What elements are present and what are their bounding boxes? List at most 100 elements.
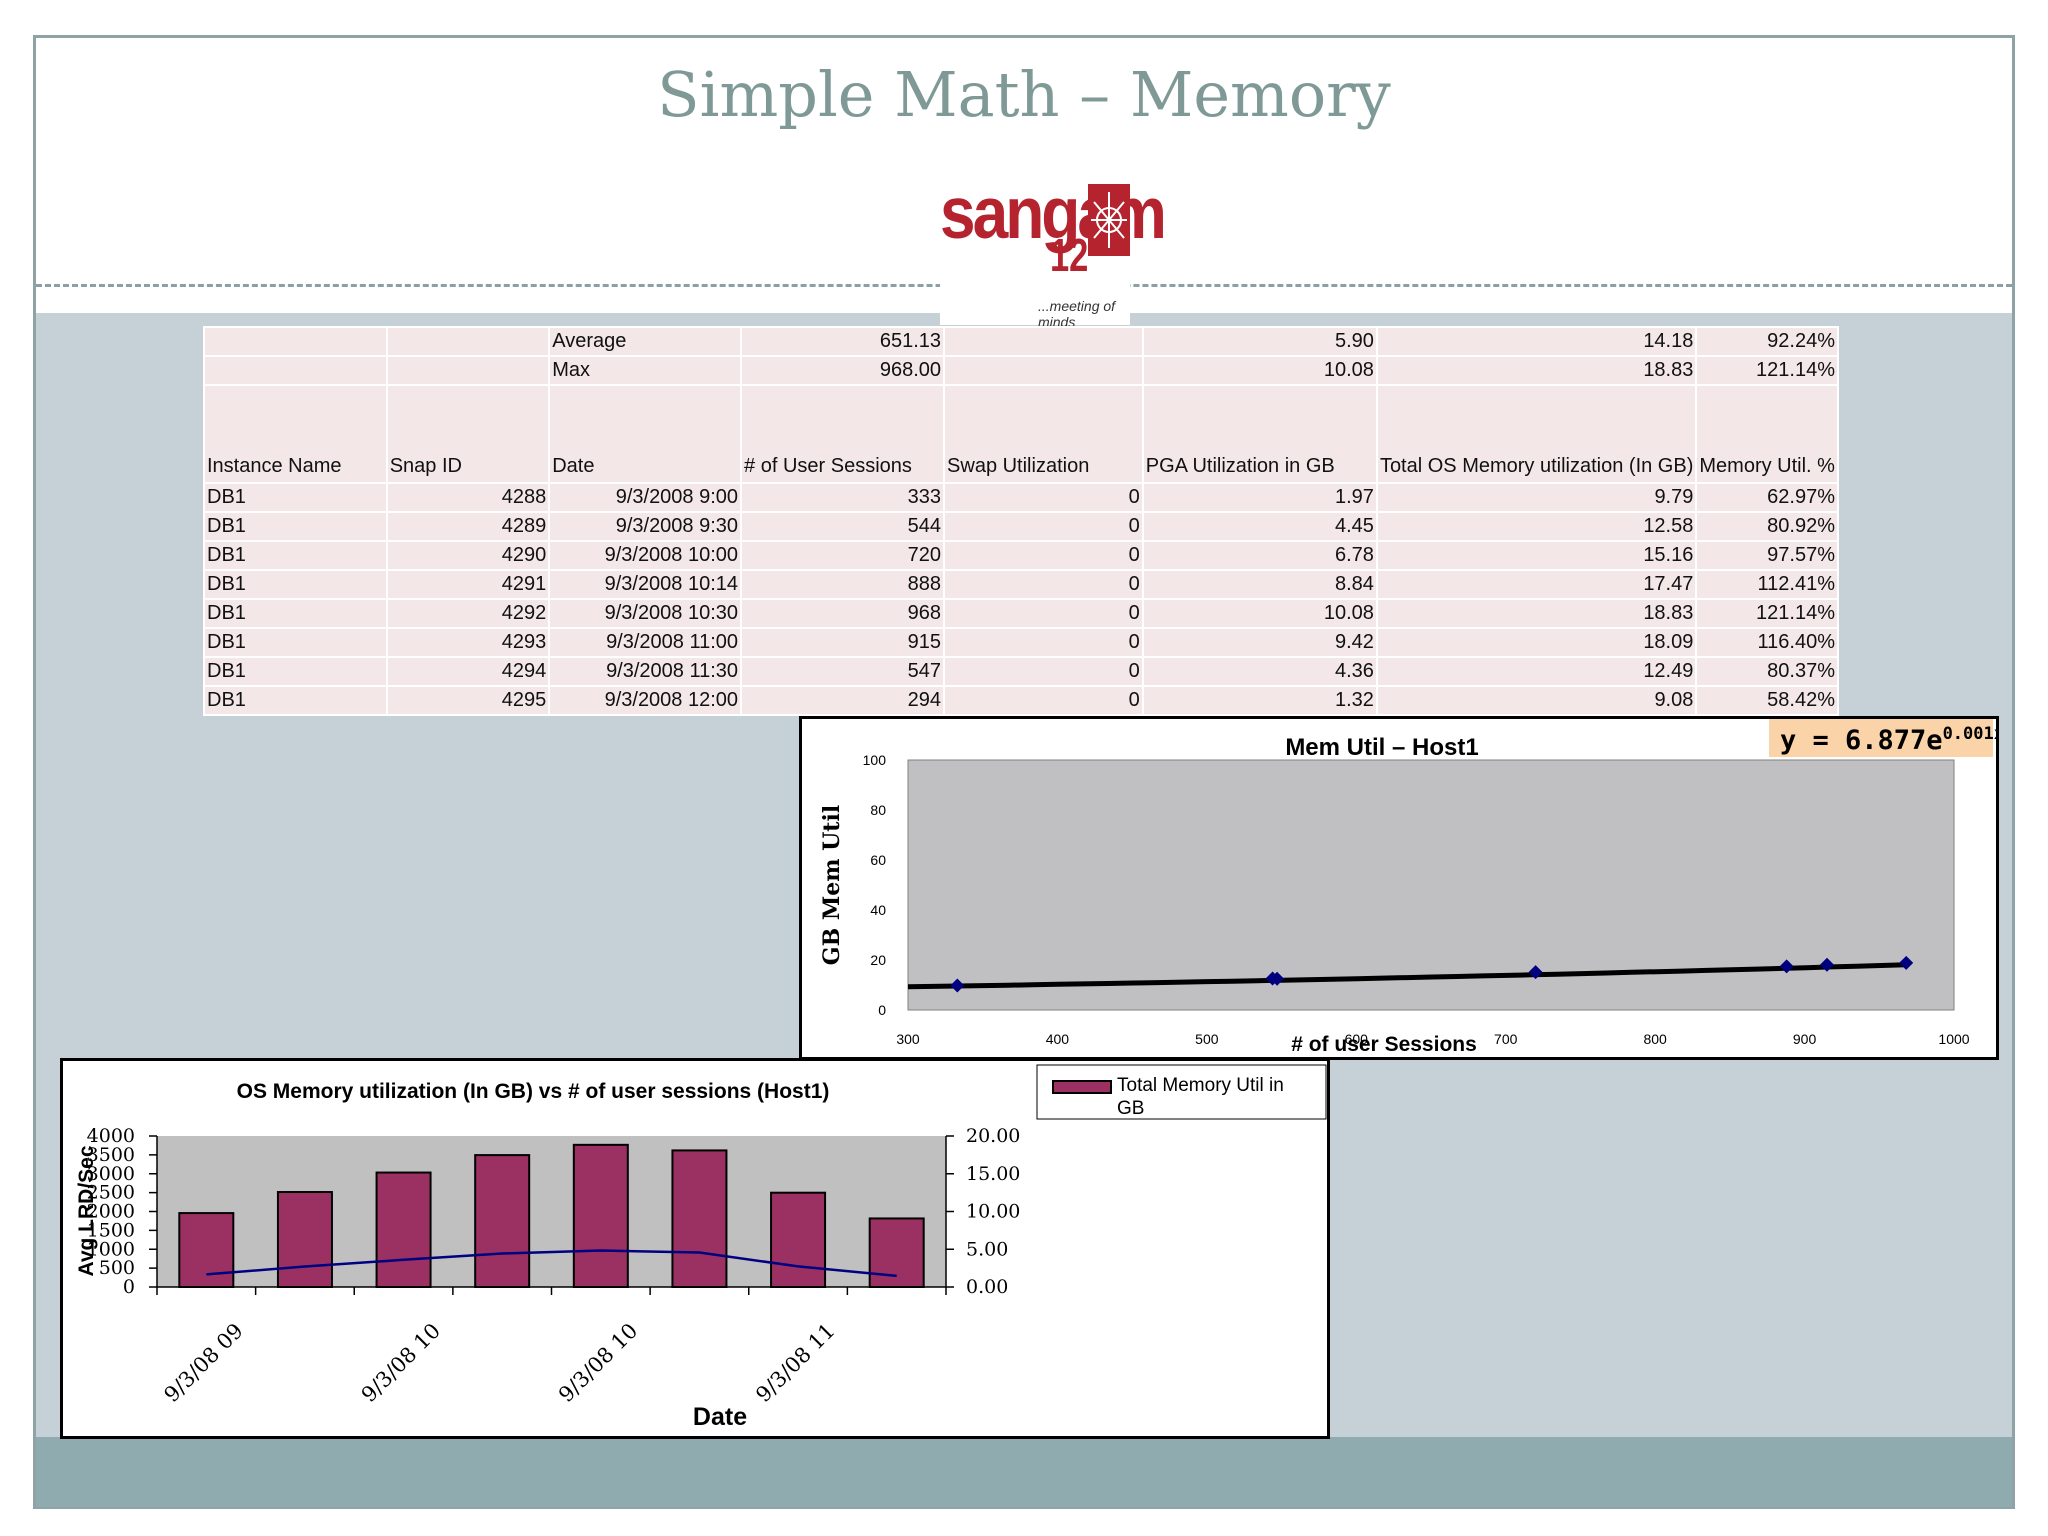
x-tick-label: 900 — [1793, 1031, 1817, 1047]
table-cell: 9.42 — [1141, 627, 1378, 658]
legend-swatch — [1052, 1080, 1112, 1094]
logo-number: 12 — [1050, 229, 1089, 281]
table-cell: 4290 — [385, 540, 551, 571]
trendline — [907, 962, 1907, 990]
table-cell: 8.84 — [1141, 569, 1378, 600]
table-cell: 58.42% — [1695, 685, 1839, 716]
y2-tick-label: 15.00 — [966, 1163, 1020, 1185]
table-cell: 0 — [943, 685, 1144, 716]
table-cell: 0 — [943, 598, 1144, 629]
table-cell: 0 — [943, 569, 1144, 600]
table-cell: 9/3/2008 10:00 — [548, 540, 743, 571]
os-memory-bar-svg: OS Memory utilization (In GB) vs # of us… — [75, 1064, 1327, 1431]
table-cell: 97.57% — [1695, 540, 1839, 571]
table-cell: 1.32 — [1141, 685, 1378, 716]
table-cell: 915 — [740, 627, 946, 658]
data-point — [950, 978, 965, 993]
series-line — [206, 1249, 897, 1278]
table-cell: DB1 — [203, 627, 388, 658]
data-point — [1528, 965, 1543, 980]
y-tick-label: 60 — [870, 852, 886, 868]
mem-util-scatter-svg: Mem Util – Host1 # of user Sessions GB M… — [819, 719, 2004, 1056]
table-cell: 18.83 — [1375, 598, 1698, 629]
y-tick-label: 1500 — [87, 1219, 135, 1241]
x-tick-label: 9/3/08 10 — [554, 1319, 642, 1407]
y2-tick-label: 0.00 — [966, 1276, 1008, 1298]
trendline-exponent: 0.001x — [1943, 724, 1996, 744]
table-cell: 9/3/2008 12:00 — [548, 685, 743, 716]
table-cell: Total OS Memory utilization (In GB) — [1375, 384, 1698, 484]
table-cell: 121.14% — [1695, 598, 1839, 629]
table-cell: 10.08 — [1141, 598, 1378, 629]
trendline-equation: y = 6.877e — [1780, 725, 1943, 756]
table-cell: 4295 — [385, 685, 551, 716]
table-cell: 4.45 — [1141, 511, 1378, 542]
table-cell: Date — [548, 384, 743, 484]
summary-row: Average 651.13 5.90 14.18 92.24% — [203, 326, 1839, 357]
table-row: DB1 4290 9/3/2008 10:00 720 0 6.78 15.16 97.57% — [203, 540, 1839, 571]
x-tick-label: 9/3/08 10 — [357, 1319, 445, 1407]
bar — [770, 1191, 827, 1288]
x-tick-label: 9/3/08 09 — [159, 1319, 247, 1407]
trendline-equation-box: y = 6.877e0.001x — [1769, 719, 2004, 757]
y2-tick-label: 10.00 — [966, 1201, 1020, 1223]
data-point — [1270, 971, 1285, 986]
y-tick-label: 4000 — [87, 1125, 135, 1147]
table-cell: 547 — [740, 656, 946, 687]
table-row: DB1 4289 9/3/2008 9:30 544 0 4.45 12.58 80.92% — [203, 511, 1839, 542]
y-tick-label: 2500 — [87, 1182, 135, 1204]
table-cell: 4292 — [385, 598, 551, 629]
table-row: DB1 4288 9/3/2008 9:00 333 0 1.97 9.79 62.97% — [203, 482, 1839, 513]
table-cell: 1.97 — [1141, 482, 1378, 513]
table-cell: 14.18 — [1375, 326, 1698, 357]
table-cell: 651.13 — [740, 326, 946, 357]
table-cell: 9/3/2008 9:30 — [548, 511, 743, 542]
scatter-plot-area — [907, 759, 1955, 1011]
x-tick-label: 700 — [1494, 1031, 1518, 1047]
table-cell: 9/3/2008 10:30 — [548, 598, 743, 629]
table-cell: Memory Util. % — [1695, 384, 1839, 484]
logo-tagline: ...meeting of minds — [1038, 298, 1116, 330]
table-row: DB1 4295 9/3/2008 12:00 294 0 1.32 9.08 58.42% — [203, 685, 1839, 716]
y-tick-label: 80 — [870, 802, 886, 818]
y-tick-label: 2000 — [87, 1201, 135, 1223]
table-cell: # of User Sessions — [740, 384, 946, 484]
table-cell: 9.79 — [1375, 482, 1698, 513]
table-cell: 121.14% — [1695, 355, 1839, 386]
table-cell: 968.00 — [740, 355, 946, 386]
table-cell: 4293 — [385, 627, 551, 658]
bar-plot-area — [157, 1136, 946, 1287]
slide-footer-band — [36, 1437, 2012, 1507]
table-cell: 92.24% — [1695, 326, 1839, 357]
table-cell: 12.49 — [1375, 656, 1698, 687]
y-tick-label: 0 — [123, 1276, 135, 1298]
table-cell: 6.78 — [1141, 540, 1378, 571]
y-tick-label: 1000 — [87, 1238, 135, 1260]
scatter-x-axis-label: # of user Sessions — [1291, 1033, 1477, 1056]
table-cell: Max — [548, 355, 743, 386]
y-tick-label: 40 — [870, 902, 886, 918]
table-cell: 720 — [740, 540, 946, 571]
table-cell: 5.90 — [1141, 326, 1378, 357]
table-cell: Snap ID — [385, 384, 551, 484]
table-cell: 4289 — [385, 511, 551, 542]
x-tick-label: 1000 — [1938, 1031, 1969, 1047]
table-cell: 9/3/2008 10:14 — [548, 569, 743, 600]
table-cell: Average — [548, 326, 743, 357]
table-cell — [203, 355, 388, 386]
x-tick-label: 600 — [1345, 1031, 1369, 1047]
table-cell: 10.08 — [1141, 355, 1378, 386]
bar — [671, 1149, 728, 1288]
bar — [178, 1212, 235, 1288]
table-cell — [943, 355, 1144, 386]
table-cell: 4291 — [385, 569, 551, 600]
table-cell: Instance Name — [203, 384, 388, 484]
y-tick-label: 3500 — [87, 1144, 135, 1166]
bar — [868, 1217, 925, 1288]
table-cell: 18.09 — [1375, 627, 1698, 658]
table-cell — [385, 355, 551, 386]
bar — [572, 1143, 629, 1289]
table-cell: 9/3/2008 9:00 — [548, 482, 743, 513]
y-tick-label: 0 — [878, 1002, 886, 1018]
y-tick-label: 20 — [870, 952, 886, 968]
